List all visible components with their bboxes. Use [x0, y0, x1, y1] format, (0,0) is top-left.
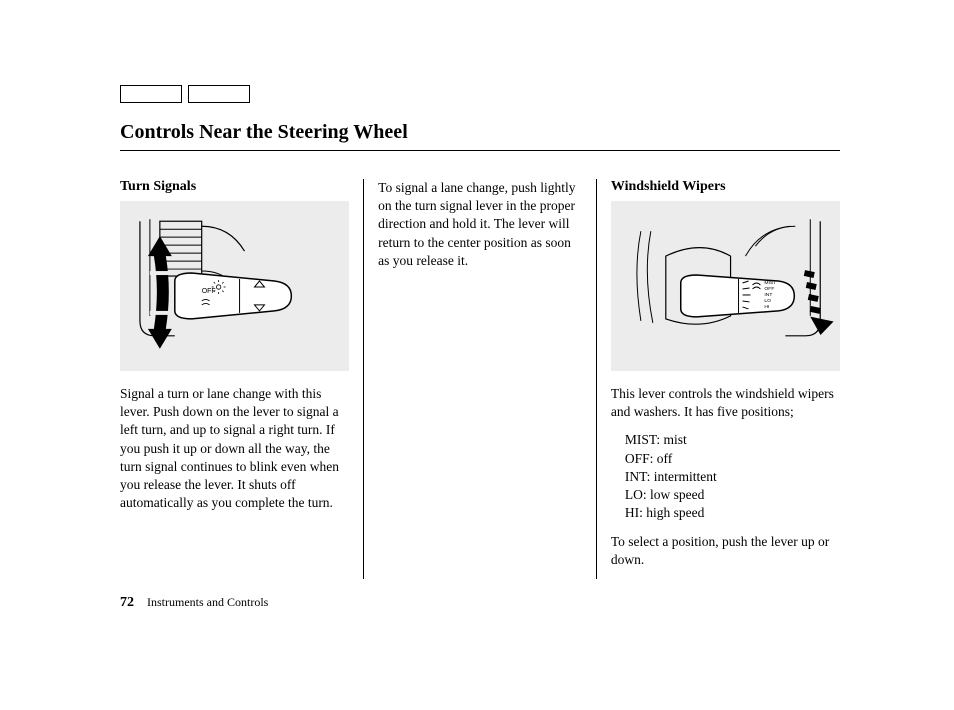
page-number: 72: [120, 595, 134, 610]
wiper-pos-int: INT: intermittent: [625, 468, 840, 486]
wiper-pos-hi: HI: high speed: [625, 504, 840, 522]
turn-signals-heading: Turn Signals: [120, 179, 349, 195]
chapter-name: Instruments and Controls: [147, 595, 268, 609]
ref-box-2: [188, 85, 250, 103]
title-rule: [120, 150, 840, 151]
wipers-intro: This lever controls the windshield wiper…: [611, 385, 840, 421]
turn-signals-body: Signal a turn or lane change with this l…: [120, 385, 349, 513]
wiper-pos-off: OFF: off: [625, 450, 840, 468]
turn-signals-paragraph: Signal a turn or lane change with this l…: [120, 385, 349, 513]
wipers-body: This lever controls the windshield wiper…: [611, 385, 840, 569]
column-turn-signals: Turn Signals: [120, 179, 363, 579]
lane-change-body: To signal a lane change, push lightly on…: [378, 179, 582, 270]
header-reference-boxes: [120, 85, 840, 103]
wiper-pos-lo: LO: low speed: [625, 486, 840, 504]
ref-box-1: [120, 85, 182, 103]
wiper-illustration: MIST OFF INT LO HI: [611, 201, 840, 371]
page-footer: 72 Instruments and Controls: [120, 595, 268, 611]
wipers-outro: To select a position, push the lever up …: [611, 533, 840, 569]
lever-off-label: OFF: [202, 288, 216, 295]
turn-arrow-icon: [148, 236, 172, 349]
column-wipers: Windshield Wipers: [597, 179, 840, 579]
wiper-figure: MIST OFF INT LO HI: [611, 201, 840, 371]
wiper-positions-list: MIST: mist OFF: off INT: intermittent LO…: [625, 431, 840, 522]
content-columns: Turn Signals: [120, 179, 840, 579]
turn-signal-figure: OFF: [120, 201, 349, 371]
lane-change-paragraph: To signal a lane change, push lightly on…: [378, 179, 582, 270]
wiper-hi-label: HI: [764, 304, 769, 310]
column-lane-change: To signal a lane change, push lightly on…: [363, 179, 597, 579]
page-title: Controls Near the Steering Wheel: [120, 121, 840, 144]
wiper-arrow-icon: [804, 270, 834, 337]
wipers-heading: Windshield Wipers: [611, 179, 840, 195]
turn-signal-illustration: OFF: [120, 201, 349, 371]
wiper-pos-mist: MIST: mist: [625, 431, 840, 449]
